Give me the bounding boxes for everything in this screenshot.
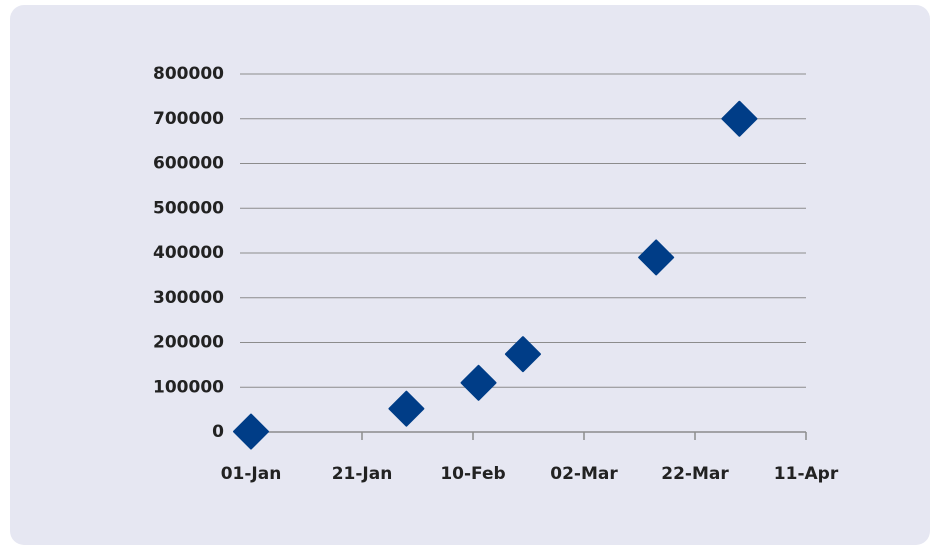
y-tick-label: 200000 xyxy=(153,333,224,353)
y-tick-label: 600000 xyxy=(153,154,224,174)
y-tick-label: 700000 xyxy=(153,109,224,129)
y-tick-label: 800000 xyxy=(153,64,224,84)
x-tick-label: 22-Mar xyxy=(661,464,729,484)
y-tick-label: 0 xyxy=(212,422,224,442)
x-tick-label: 11-Apr xyxy=(774,464,839,484)
point xyxy=(388,390,425,427)
y-tick-label: 400000 xyxy=(153,243,224,263)
point xyxy=(721,100,758,137)
y-tick-label: 300000 xyxy=(153,288,224,308)
x-tick-label: 21-Jan xyxy=(332,464,393,484)
point xyxy=(460,364,497,401)
panel xyxy=(10,5,930,545)
x-tick-label: 02-Mar xyxy=(550,464,618,484)
y-tick-label: 100000 xyxy=(153,377,224,397)
x-tick-label: 01-Jan xyxy=(221,464,282,484)
point xyxy=(233,413,269,450)
point xyxy=(638,239,675,276)
y-tick-label: 500000 xyxy=(153,198,224,218)
point xyxy=(504,336,541,373)
x-tick-label: 10-Feb xyxy=(440,464,505,484)
